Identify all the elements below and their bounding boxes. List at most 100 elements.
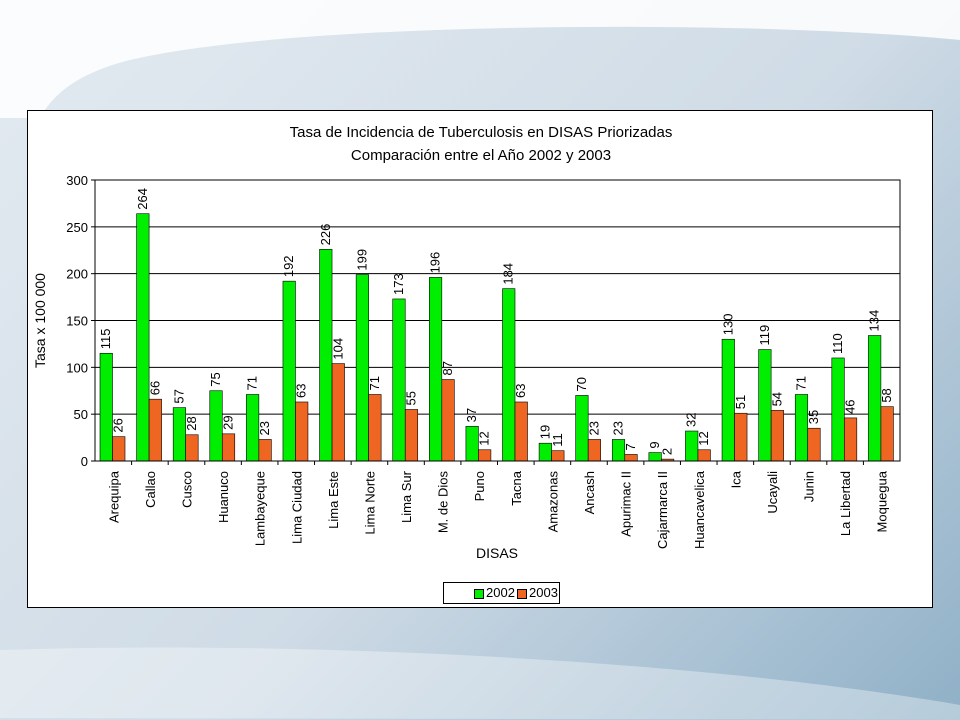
data-label: 130 — [720, 314, 735, 336]
bar-2002-tacna — [502, 288, 516, 462]
bar-2003-amazonas — [551, 450, 565, 462]
data-label: 57 — [171, 389, 186, 403]
chart-title: Tasa de Incidencia de Tuberculosis en DI… — [289, 124, 673, 141]
x-tick-label: Junin — [802, 471, 817, 502]
data-label: 192 — [281, 255, 296, 277]
axes — [91, 179, 900, 465]
x-tick-label: Ica — [728, 470, 743, 488]
x-axis-title: DISAS — [476, 545, 518, 561]
data-label: 32 — [684, 413, 699, 427]
bar-2003-lambayeque — [258, 439, 272, 462]
data-label: 71 — [793, 376, 808, 390]
data-label: 26 — [111, 418, 126, 432]
data-label: 70 — [574, 377, 589, 391]
bar-2002-arequipa — [99, 352, 113, 462]
bar-2003-junin — [807, 427, 821, 462]
legend-swatch-2003 — [517, 589, 527, 599]
x-tick-label: Huancavelica — [692, 470, 707, 549]
data-label: 71 — [367, 376, 382, 390]
data-label: 37 — [464, 408, 479, 422]
legend-swatch-2002 — [474, 589, 484, 599]
legend-label-2002: 2002 — [486, 585, 515, 600]
bar-2003-huancavelica — [697, 449, 711, 462]
bar-2003-callao — [148, 398, 162, 462]
data-label: 196 — [428, 252, 443, 274]
data-label: 115 — [98, 329, 113, 350]
x-tick-label: Huanuco — [216, 471, 231, 523]
bar-2003-arequipa — [112, 436, 126, 462]
data-label: 104 — [330, 338, 345, 360]
bar-2003-lima-sur — [404, 409, 419, 462]
x-tick-label: Arequipa — [106, 470, 121, 523]
data-label: 173 — [391, 273, 406, 295]
data-label: 51 — [733, 395, 748, 409]
data-label: 87 — [440, 361, 455, 375]
bar-2003-huanuco — [221, 433, 236, 462]
bar-2002-lima-norte — [355, 274, 369, 462]
data-label: 66 — [147, 381, 162, 395]
x-tick-label: Apurimac II — [619, 471, 634, 537]
bar-2003-ucayali — [770, 410, 784, 462]
y-axis-title: Tasa x 100 000 — [32, 273, 48, 368]
x-tick-label: Lima Sur — [399, 470, 414, 523]
data-label: 199 — [354, 249, 369, 271]
bar-2003-lima-ciudad — [295, 401, 309, 462]
x-tick-label: Cajarmarca II — [655, 471, 670, 549]
y-tick-label: 100 — [66, 360, 88, 375]
x-tick-label: Callao — [143, 471, 158, 508]
data-label: 11 — [550, 433, 565, 447]
data-label: 9 — [647, 441, 662, 448]
bar-2002-callao — [136, 213, 150, 462]
bar-2003-lima-norte — [368, 394, 382, 462]
x-tick-label: Cusco — [179, 471, 194, 508]
data-label: 63 — [513, 384, 528, 398]
y-tick-label: 200 — [66, 267, 88, 282]
data-label: 264 — [135, 188, 150, 210]
data-label: 63 — [294, 384, 309, 398]
legend-label-2003: 2003 — [529, 585, 558, 600]
legend: 2002 2003 — [443, 582, 560, 604]
bar-2003-apurimac-ii — [624, 454, 638, 462]
data-label: 184 — [501, 263, 516, 285]
data-label: 75 — [208, 372, 223, 386]
chart-area: Tasa de Incidencia de Tuberculosis en DI… — [27, 110, 933, 608]
data-label: 54 — [769, 392, 784, 406]
data-label: 23 — [257, 421, 272, 435]
data-label: 226 — [318, 224, 333, 246]
plot-area: 0 50 100 150 200 250 300 115 26 Arequipa 264 66 Call… — [32, 173, 901, 561]
bar-2003-puno — [478, 449, 492, 462]
data-label: 134 — [867, 310, 882, 332]
data-label: 119 — [757, 325, 772, 346]
bar-2003-ancash — [587, 439, 601, 462]
data-label: 55 — [403, 391, 418, 405]
y-tick-label: 300 — [66, 173, 88, 188]
y-tick-label: 150 — [66, 314, 88, 329]
bar-2003-tacna — [514, 401, 528, 462]
x-tick-label: Puno — [472, 471, 487, 501]
labels: 0 50 100 150 200 250 300 115 26 Arequipa 264 66 Call… — [32, 173, 894, 561]
y-tick-label: 0 — [81, 454, 88, 469]
data-label: 19 — [537, 425, 552, 439]
x-tick-label: Ucayali — [765, 471, 780, 514]
y-tick-label: 50 — [74, 407, 88, 422]
x-tick-label: Lima Norte — [362, 471, 377, 535]
data-label: 46 — [843, 399, 858, 413]
data-label: 28 — [184, 416, 199, 430]
x-tick-label: Lima Este — [326, 471, 341, 529]
bar-2003-ica — [734, 412, 748, 462]
bar-2002-lima-ciudad — [282, 280, 296, 462]
x-tick-label: Lima Ciudad — [289, 471, 304, 544]
x-tick-label: La Libertad — [838, 471, 853, 536]
bar-2002-junin — [794, 394, 809, 462]
bar-2003-cusco — [185, 434, 199, 462]
x-tick-label: Amazonas — [545, 471, 560, 533]
bar-2003-m-de-dios — [441, 379, 455, 462]
data-label: 12 — [696, 431, 711, 445]
x-tick-label: Tacna — [509, 470, 524, 505]
data-label: 23 — [611, 421, 626, 435]
data-label: 35 — [806, 410, 821, 424]
bar-2002-lima-sur — [392, 298, 406, 462]
bar-2003-la-libertad — [844, 417, 858, 462]
data-label: 71 — [245, 376, 260, 390]
